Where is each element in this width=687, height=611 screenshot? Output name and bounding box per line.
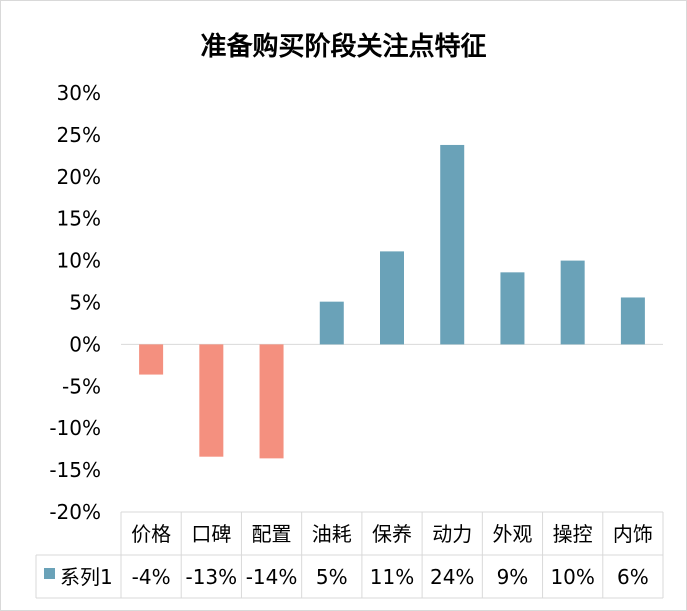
y-tick-label: 10% xyxy=(57,249,101,273)
y-tick-label: -20% xyxy=(49,500,101,524)
y-tick-label: -15% xyxy=(49,458,101,482)
bar xyxy=(259,344,284,459)
value-label: 5% xyxy=(316,565,348,589)
legend-label: 系列1 xyxy=(60,565,113,589)
value-label: -14% xyxy=(246,565,298,589)
category-label: 内饰 xyxy=(613,522,653,546)
y-tick-label: -10% xyxy=(49,416,101,440)
value-label: -4% xyxy=(132,565,171,589)
legend-key xyxy=(44,568,55,579)
category-label: 保养 xyxy=(372,522,412,546)
category-label: 油耗 xyxy=(312,522,352,546)
y-tick-label: 0% xyxy=(69,332,101,356)
category-label: 外观 xyxy=(492,522,532,546)
y-tick-label: 20% xyxy=(57,165,101,189)
y-tick-label: 5% xyxy=(69,291,101,315)
value-label: 11% xyxy=(370,565,414,589)
y-tick-label: -5% xyxy=(62,374,101,398)
value-label: 24% xyxy=(430,565,474,589)
bar xyxy=(380,251,404,345)
data-table: 价格 -4% 口碑 -13% 配置 -14% 油耗 5% 保养 11% 动力 24% 外观 9% 操控 10%… xyxy=(35,511,664,599)
y-axis-ticks: 30% 25% 20% 15% 10% 5% 0% -5% -10% -15% -20% xyxy=(49,81,101,524)
bar xyxy=(319,301,344,345)
y-tick-label: 30% xyxy=(57,81,101,105)
y-tick-label: 15% xyxy=(57,207,101,231)
category-label: 操控 xyxy=(553,522,593,546)
category-label: 动力 xyxy=(432,522,472,546)
value-label: 6% xyxy=(617,565,649,589)
value-label: -13% xyxy=(185,565,237,589)
value-label: 10% xyxy=(550,565,594,589)
chart-title: 准备购买阶段关注点特征 xyxy=(200,32,487,62)
bar xyxy=(139,344,164,375)
bar xyxy=(500,272,525,345)
bar xyxy=(199,344,224,457)
bars xyxy=(139,144,645,459)
bar xyxy=(620,297,645,345)
bar xyxy=(560,260,585,345)
category-label: 配置 xyxy=(252,522,292,546)
y-tick-label: 25% xyxy=(57,123,101,147)
category-label: 价格 xyxy=(131,522,171,546)
value-label: 9% xyxy=(497,565,529,589)
category-label: 口碑 xyxy=(191,522,231,546)
bar xyxy=(440,144,465,345)
